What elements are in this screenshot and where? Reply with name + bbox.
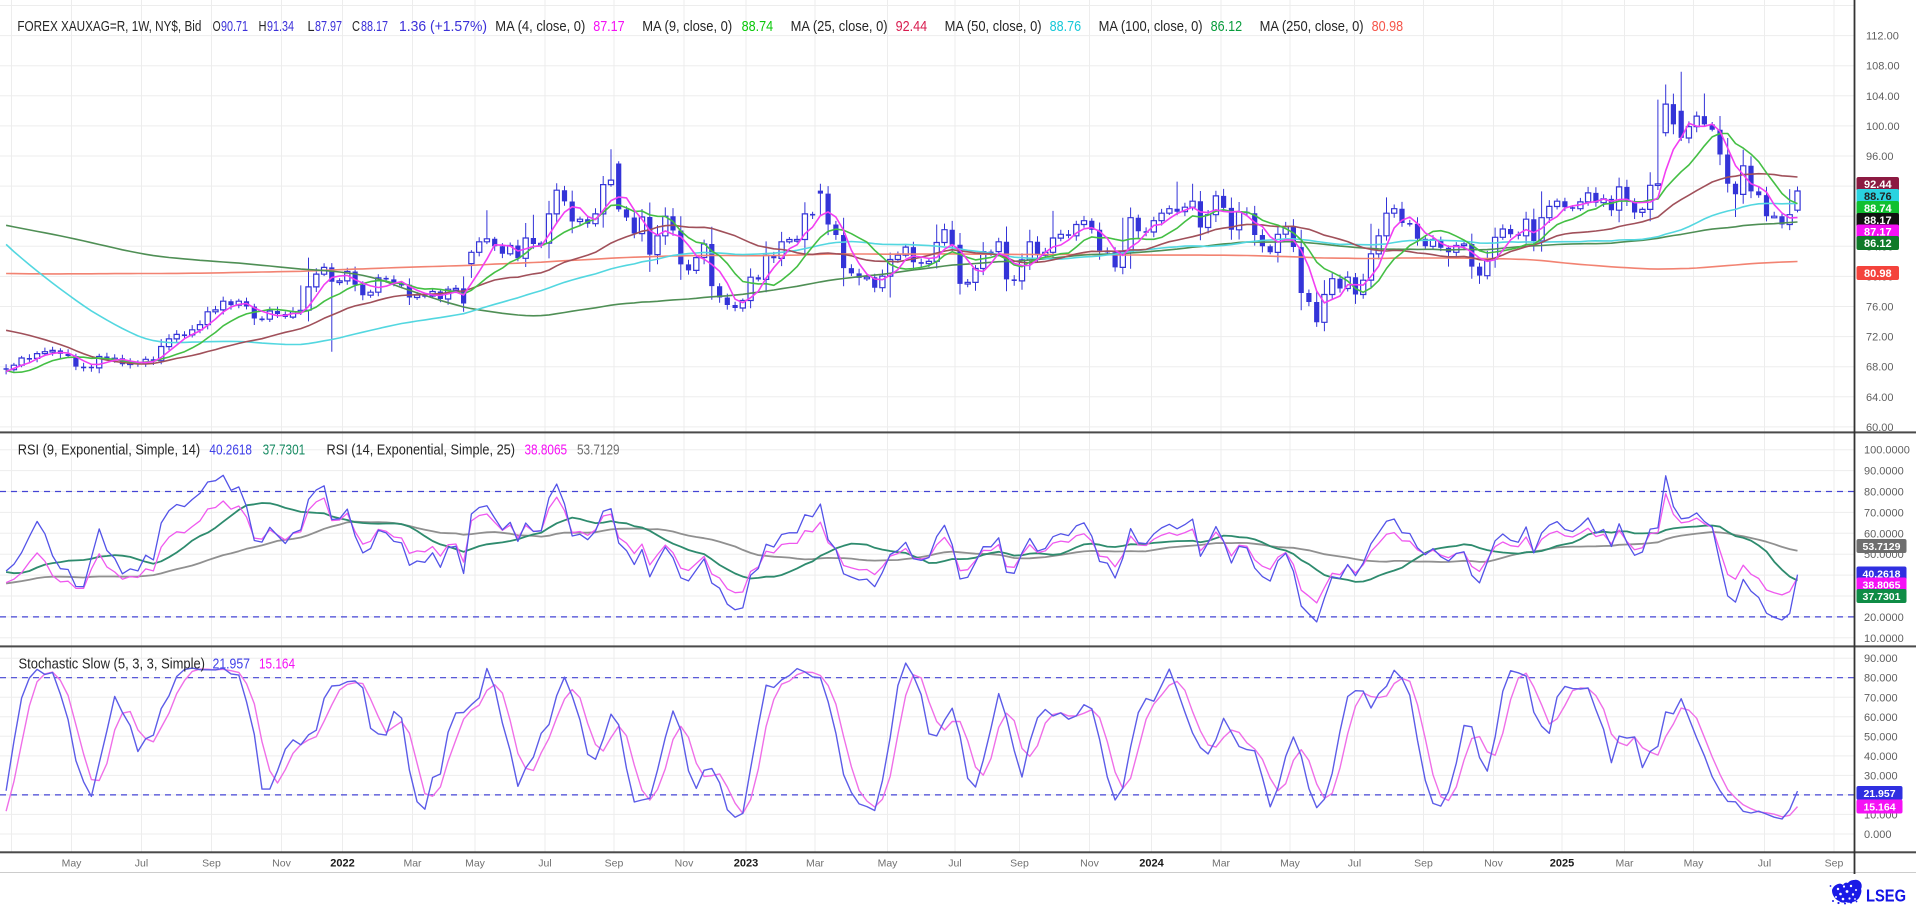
svg-text:76.00: 76.00: [1866, 302, 1894, 314]
svg-text:104.00: 104.00: [1866, 91, 1900, 103]
svg-text:53.7129: 53.7129: [1863, 541, 1901, 553]
svg-text:2025: 2025: [1550, 858, 1574, 870]
svg-text:0.000: 0.000: [1864, 829, 1892, 841]
svg-text:2023: 2023: [734, 858, 758, 870]
svg-text:88.17: 88.17: [361, 18, 388, 35]
svg-text:May: May: [1280, 858, 1301, 870]
svg-text:90.71: 90.71: [221, 18, 248, 35]
svg-text:87.17: 87.17: [593, 18, 625, 35]
svg-text:15.164: 15.164: [1863, 802, 1895, 814]
svg-text:100.0000: 100.0000: [1864, 445, 1910, 457]
svg-text:96.00: 96.00: [1866, 151, 1894, 163]
svg-text:Stochastic Slow (5, 3, 3, Simp: Stochastic Slow (5, 3, 3, Simple): [19, 656, 206, 673]
svg-text:Nov: Nov: [1080, 858, 1099, 870]
svg-text:37.7301: 37.7301: [263, 442, 306, 459]
svg-text:Mar: Mar: [806, 858, 825, 870]
svg-text:87.97: 87.97: [315, 18, 342, 35]
svg-text:90.0000: 90.0000: [1864, 466, 1904, 478]
svg-text:MA (250, close, 0): MA (250, close, 0): [1260, 18, 1364, 35]
svg-text:88.74: 88.74: [742, 18, 774, 35]
svg-text:92.44: 92.44: [1864, 179, 1892, 191]
svg-text:FOREX XAUXAG=R, 1W, NY$, Bid: FOREX XAUXAG=R, 1W, NY$, Bid: [17, 18, 201, 35]
svg-text:Sep: Sep: [1010, 858, 1029, 870]
svg-text:60.0000: 60.0000: [1864, 528, 1904, 540]
svg-text:72.00: 72.00: [1866, 332, 1894, 344]
svg-text:88.76: 88.76: [1864, 191, 1892, 203]
svg-text:RSI (9, Exponential, Simple, 1: RSI (9, Exponential, Simple, 14): [18, 442, 201, 459]
svg-text:O: O: [213, 18, 221, 35]
svg-text:May: May: [62, 858, 83, 870]
svg-text:Sep: Sep: [1825, 858, 1844, 870]
svg-text:Jul: Jul: [1348, 858, 1361, 870]
svg-text:MA (100, close, 0): MA (100, close, 0): [1099, 18, 1203, 35]
svg-text:May: May: [465, 858, 486, 870]
svg-text:Mar: Mar: [1212, 858, 1231, 870]
svg-text:50.000: 50.000: [1864, 731, 1898, 743]
svg-text:86.12: 86.12: [1864, 238, 1892, 250]
svg-text:80.000: 80.000: [1864, 673, 1898, 685]
svg-text:91.34: 91.34: [267, 18, 294, 35]
svg-text:LSEG: LSEG: [1866, 886, 1906, 905]
svg-text:MA (4, close, 0): MA (4, close, 0): [495, 18, 585, 35]
svg-text:92.44: 92.44: [896, 18, 928, 35]
svg-text:112.00: 112.00: [1866, 31, 1899, 43]
svg-text:MA (9, close, 0): MA (9, close, 0): [642, 18, 732, 35]
svg-text:30.000: 30.000: [1864, 770, 1898, 782]
svg-text:L: L: [308, 18, 315, 35]
svg-text:MA (50, close, 0): MA (50, close, 0): [945, 18, 1042, 35]
svg-text:88.17: 88.17: [1864, 215, 1892, 227]
svg-text:2024: 2024: [1139, 858, 1164, 870]
svg-text:88.76: 88.76: [1050, 18, 1082, 35]
svg-text:Sep: Sep: [202, 858, 221, 870]
svg-text:1.36 (+1.57%): 1.36 (+1.57%): [399, 18, 487, 35]
svg-text:Sep: Sep: [605, 858, 624, 870]
svg-text:21.957: 21.957: [1863, 788, 1895, 800]
svg-text:40.000: 40.000: [1864, 751, 1898, 763]
svg-text:88.74: 88.74: [1864, 203, 1892, 215]
svg-text:80.98: 80.98: [1864, 268, 1892, 280]
svg-text:21.957: 21.957: [213, 656, 251, 673]
svg-text:Sep: Sep: [1414, 858, 1433, 870]
svg-text:Nov: Nov: [1484, 858, 1503, 870]
svg-text:May: May: [1684, 858, 1705, 870]
svg-text:70.000: 70.000: [1864, 692, 1898, 704]
svg-text:Jul: Jul: [135, 858, 148, 870]
svg-text:70.0000: 70.0000: [1864, 507, 1904, 519]
svg-text:60.000: 60.000: [1864, 712, 1898, 724]
svg-text:38.8065: 38.8065: [525, 442, 568, 459]
svg-text:Jul: Jul: [948, 858, 961, 870]
svg-text:Nov: Nov: [272, 858, 291, 870]
svg-text:RSI (14, Exponential, Simple,: RSI (14, Exponential, Simple, 25): [327, 442, 516, 459]
svg-text:10.0000: 10.0000: [1864, 633, 1904, 645]
svg-text:Jul: Jul: [538, 858, 551, 870]
svg-text:20.0000: 20.0000: [1864, 612, 1904, 624]
svg-text:80.0000: 80.0000: [1864, 487, 1904, 499]
svg-text:87.17: 87.17: [1864, 227, 1892, 239]
svg-text:37.7301: 37.7301: [1863, 591, 1901, 603]
svg-text:MA (25, close, 0): MA (25, close, 0): [791, 18, 888, 35]
svg-text:108.00: 108.00: [1866, 61, 1900, 73]
svg-text:2022: 2022: [330, 858, 354, 870]
svg-text:68.00: 68.00: [1866, 362, 1894, 374]
svg-text:90.000: 90.000: [1864, 653, 1898, 665]
svg-text:Mar: Mar: [403, 858, 422, 870]
svg-text:May: May: [878, 858, 899, 870]
svg-text:Nov: Nov: [675, 858, 694, 870]
svg-text:80.98: 80.98: [1372, 18, 1404, 35]
svg-text:38.8065: 38.8065: [1863, 580, 1901, 592]
svg-text:C: C: [352, 18, 360, 35]
svg-text:Jul: Jul: [1758, 858, 1771, 870]
svg-text:Mar: Mar: [1615, 858, 1634, 870]
svg-text:40.2618: 40.2618: [209, 442, 252, 459]
svg-text:53.7129: 53.7129: [577, 442, 620, 459]
svg-text:15.164: 15.164: [259, 656, 295, 673]
svg-text:60.00: 60.00: [1866, 422, 1894, 434]
svg-text:100.00: 100.00: [1866, 121, 1900, 133]
svg-text:64.00: 64.00: [1866, 392, 1894, 404]
svg-text:86.12: 86.12: [1211, 18, 1243, 35]
svg-text:H: H: [259, 18, 267, 35]
